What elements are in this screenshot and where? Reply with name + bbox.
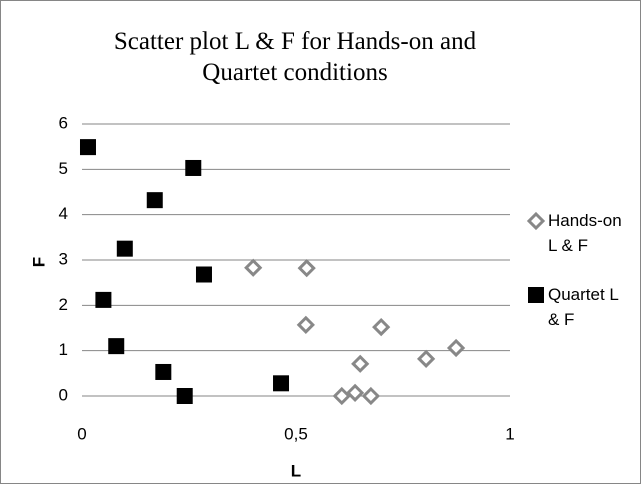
diamond-point — [297, 259, 316, 278]
square-point — [146, 192, 163, 209]
legend-marker — [528, 287, 544, 303]
diamond-point — [345, 383, 365, 402]
y-tick-label: 4 — [59, 204, 68, 223]
diamond-point — [332, 386, 351, 406]
x-axis-title: L — [291, 461, 301, 480]
square-point — [116, 240, 133, 257]
legend-label: Quartet L & F — [548, 285, 619, 329]
y-tick-label: 3 — [59, 249, 68, 268]
diamond-point — [446, 338, 466, 358]
chart-title: Scatter plot L & F for Hands-on and Quar… — [113, 28, 477, 86]
square-point — [195, 266, 212, 283]
square-point — [155, 363, 172, 380]
y-axis-title: F — [29, 257, 48, 267]
square-point — [176, 388, 193, 404]
diamond-point — [361, 386, 381, 406]
diamond-point — [351, 354, 370, 373]
y-tick-label: 6 — [59, 113, 68, 132]
diamond-point — [244, 258, 263, 277]
diamond-point — [296, 315, 315, 334]
square-point — [108, 338, 125, 355]
square-point — [79, 139, 96, 156]
y-tick-label: 5 — [59, 159, 68, 178]
diamond-point — [372, 317, 391, 337]
square-point — [95, 291, 112, 308]
x-tick-label: 0,5 — [284, 424, 308, 443]
legend-marker — [526, 211, 546, 231]
y-tick-label: 0 — [59, 385, 68, 404]
y-tick-label: 2 — [59, 295, 68, 314]
x-tick-label: 0 — [77, 424, 86, 443]
square-point — [273, 375, 290, 392]
diamond-point — [416, 349, 436, 368]
y-tick-label: 1 — [59, 340, 68, 359]
legend-label: Hands-on L & F — [548, 211, 622, 255]
square-point — [185, 159, 202, 176]
x-tick-label: 1 — [505, 424, 514, 443]
